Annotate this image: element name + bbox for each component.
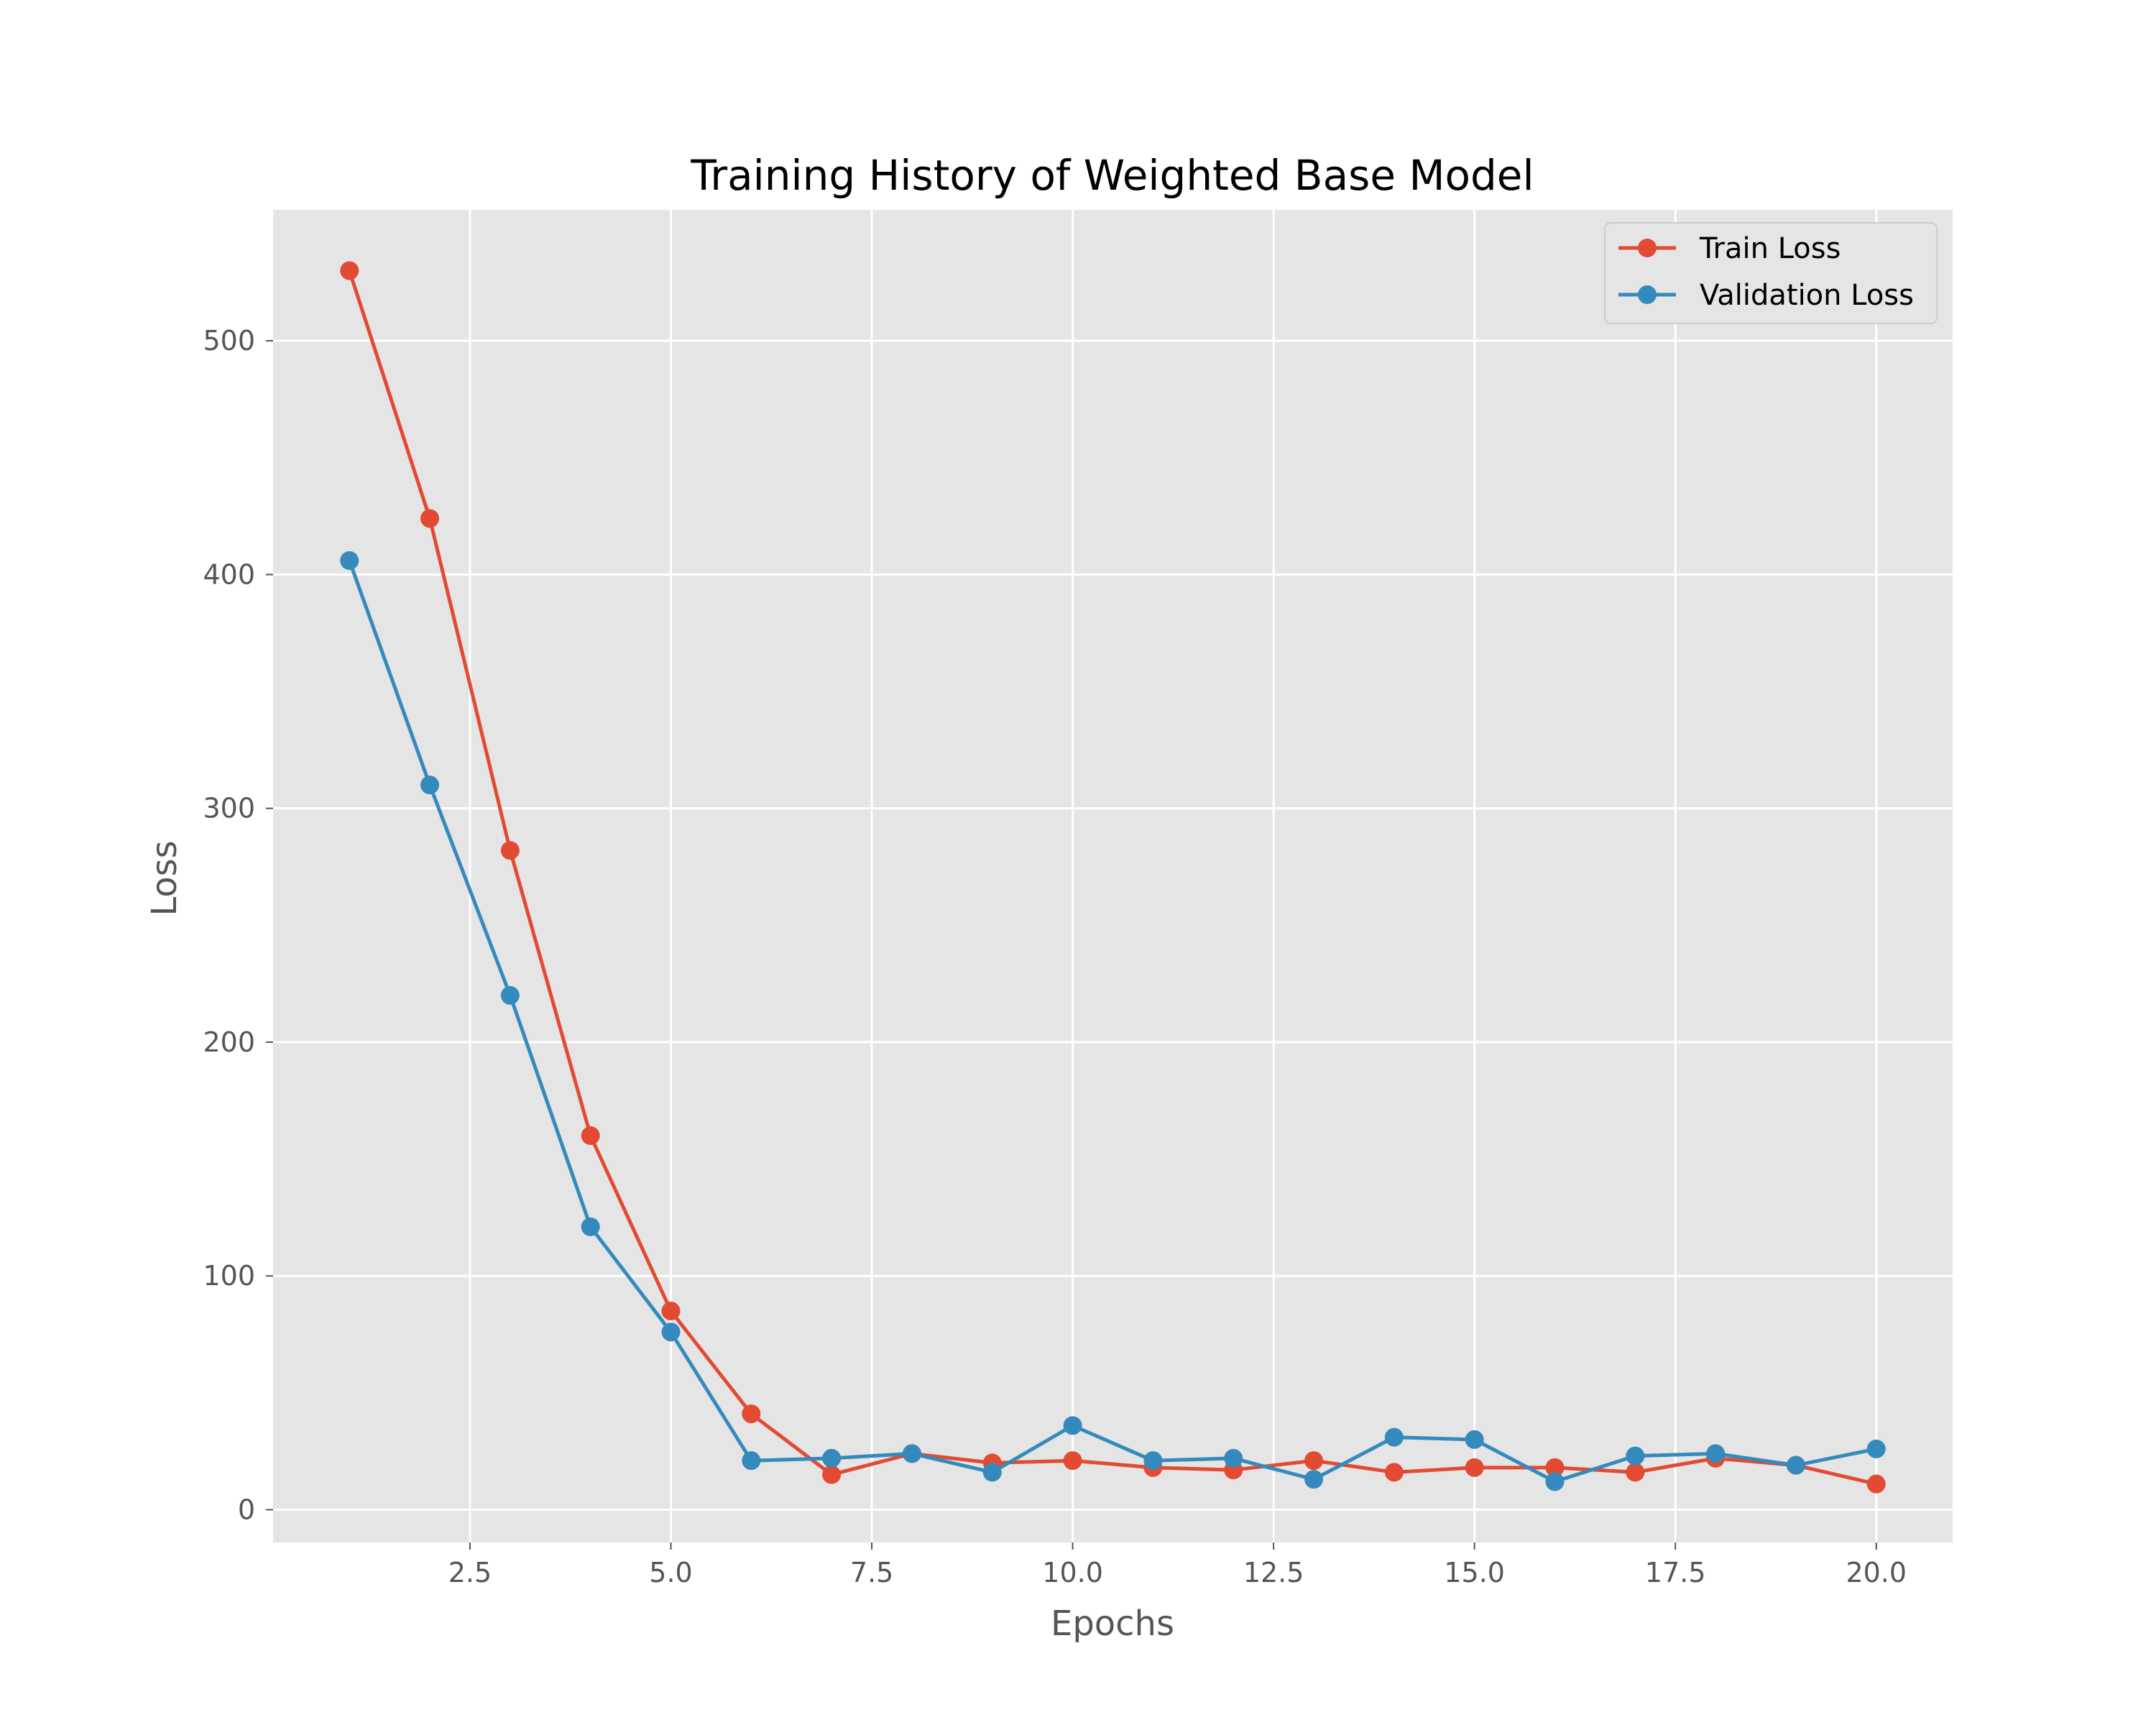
data-point-train-loss [1626,1463,1645,1482]
data-point-validation-loss [1063,1416,1082,1435]
legend: Train Loss Validation Loss [1604,222,1938,324]
plot-area [273,210,1953,1542]
x-tick-label: 15.0 [1444,1557,1505,1588]
data-point-train-loss [500,841,520,860]
data-point-validation-loss [822,1448,842,1468]
series-lines [347,270,1877,1486]
x-axis-ticks: 2.5 5.0 7.5 10.0 12.5 15.0 17.5 20.0 [448,1542,1907,1588]
y-tick-label: 100 [203,1260,255,1292]
data-point-validation-loss [902,1444,921,1463]
y-tick-label: 300 [203,793,255,824]
chart-title: Training History of Weighted Base Model [690,151,1534,200]
data-point-train-loss [1465,1458,1484,1477]
grid-lines [273,210,1953,1542]
data-point-train-loss [822,1465,842,1484]
x-tick-label: 17.5 [1645,1557,1706,1588]
x-tick-label: 20.0 [1846,1557,1907,1588]
data-point-validation-loss [1545,1472,1565,1491]
y-tick-label: 400 [203,558,255,590]
legend-marker-validation-loss [1638,285,1657,304]
x-tick-label: 10.0 [1042,1557,1103,1588]
data-point-validation-loss [1224,1448,1243,1468]
x-tick-label: 7.5 [850,1557,893,1588]
data-point-train-loss [742,1404,761,1424]
y-axis-ticks: 0 100 200 300 400 500 [203,325,273,1525]
legend-label-train-loss: Train Loss [1699,232,1841,265]
data-point-validation-loss [982,1463,1002,1482]
y-tick-label: 500 [203,325,255,356]
data-point-train-loss [661,1301,681,1320]
data-point-validation-loss [340,551,359,570]
data-point-validation-loss [1626,1446,1645,1466]
data-point-validation-loss [500,985,520,1005]
data-point-train-loss [340,261,359,280]
data-point-train-loss [1545,1458,1565,1477]
data-point-validation-loss [1866,1439,1886,1458]
legend-marker-train-loss [1638,239,1657,257]
x-tick-label: 5.0 [649,1557,692,1588]
data-point-validation-loss [581,1217,600,1236]
data-point-validation-loss [1384,1427,1404,1447]
series-line-train-loss [347,270,1877,1486]
x-tick-label: 2.5 [448,1557,492,1588]
y-tick-label: 200 [203,1026,255,1058]
data-point-train-loss [420,509,440,528]
data-point-validation-loss [1465,1430,1484,1449]
data-point-validation-loss [742,1451,761,1471]
y-tick-label: 0 [238,1494,255,1525]
data-point-validation-loss [1143,1451,1163,1471]
data-point-validation-loss [420,776,440,795]
data-point-validation-loss [1786,1455,1805,1475]
data-point-validation-loss [1304,1470,1324,1489]
data-point-train-loss [1384,1463,1404,1482]
series-line-validation-loss [347,560,1877,1484]
x-tick-label: 12.5 [1243,1557,1304,1588]
data-point-validation-loss [661,1322,681,1342]
data-point-train-loss [1304,1451,1324,1471]
legend-box [1604,222,1938,324]
x-axis-label: Epochs [1051,1604,1174,1644]
data-point-validation-loss [1706,1444,1726,1463]
series-points [340,261,1886,1494]
y-axis-label: Loss [144,840,185,916]
data-point-train-loss [1866,1474,1886,1494]
data-point-train-loss [581,1126,600,1146]
legend-label-validation-loss: Validation Loss [1700,279,1914,312]
data-point-train-loss [1063,1451,1082,1471]
